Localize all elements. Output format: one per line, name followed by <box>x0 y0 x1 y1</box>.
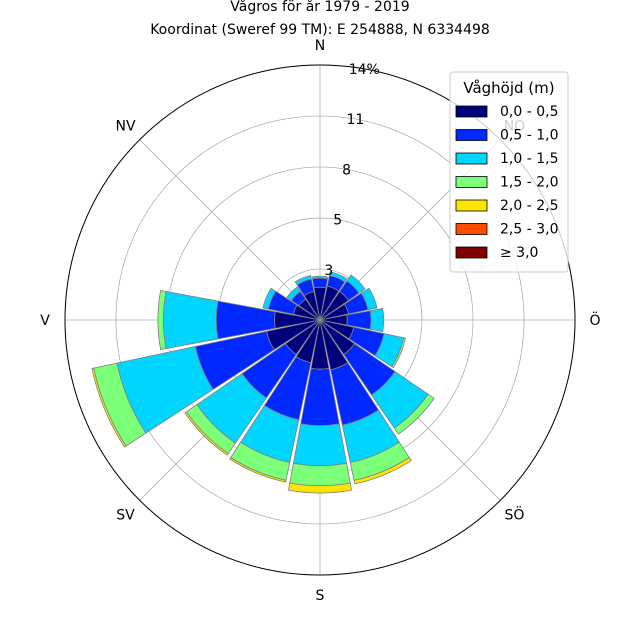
bar-sector-7-bin-4 <box>353 456 412 485</box>
legend-swatch-3 <box>455 176 488 188</box>
bar-sector-8-bin-4 <box>288 482 352 494</box>
bar-sector-10-bin-4 <box>184 411 229 456</box>
bar-sector-3-bin-2 <box>360 287 378 311</box>
legend-swatch-4 <box>455 199 488 212</box>
legend-label-4: 2,0 - 2,5 <box>500 198 558 214</box>
bar-sector-8-bin-3 <box>289 462 351 487</box>
legend-swatch-0 <box>455 105 488 118</box>
legend: Våghöjd (m) 0,0 - 0,5 0,5 - 1,0 1,0 - 1,5 1… <box>449 71 569 273</box>
bar-sector-4-bin-2 <box>369 307 385 333</box>
legend-swatch-6 <box>455 246 488 259</box>
bar-sector-2-bin-2 <box>346 274 366 294</box>
bar-sector-1-bin-2 <box>328 271 348 283</box>
bar-sector-9-bin-4 <box>229 456 287 483</box>
bar-sector-5-bin-3 <box>391 337 406 369</box>
direction-label-7: NV <box>116 119 136 135</box>
bar-sector-13-bin-2 <box>262 287 277 310</box>
bar-sector-14-bin-2 <box>286 286 301 301</box>
chart-title: Vågros för år 1979 - 2019 <box>230 0 409 15</box>
bar-sector-15-bin-2 <box>294 274 312 286</box>
grid-spoke-7 <box>139 139 321 321</box>
bar-sector-11-bin-4 <box>91 367 127 448</box>
rose-bars <box>91 271 435 494</box>
polar-frame <box>64 64 576 576</box>
legend-label-6: ≥ 3,0 <box>500 245 538 261</box>
ring-labels: 3 5 8 11 14% <box>324 62 379 279</box>
bar-sector-12-bin-3 <box>157 289 167 351</box>
legend-swatch-2 <box>455 152 488 165</box>
legend-label-3: 1,5 - 2,0 <box>500 175 558 191</box>
ring-label-0: 3 <box>324 263 333 279</box>
direction-label-0: N <box>315 38 325 54</box>
bar-sector-0-bin-2 <box>311 275 329 280</box>
ring-label-3: 11 <box>347 112 365 128</box>
legend-items: 0,0 - 0,5 0,5 - 1,0 1,0 - 1,5 1,5 - 2,0 2,0 … <box>455 104 558 261</box>
ring-label-1: 5 <box>333 213 342 229</box>
ring-label-2: 8 <box>342 162 351 178</box>
direction-label-3: SÖ <box>505 505 525 523</box>
direction-label-6: V <box>40 313 50 329</box>
bar-sector-0-bin-1 <box>311 277 329 289</box>
ring-label-4: 14% <box>349 62 380 78</box>
chart-subtitle: Koordinat (Sweref 99 TM): E 254888, N 63… <box>150 22 490 38</box>
legend-swatch-1 <box>455 129 488 141</box>
legend-label-1: 0,5 - 1,0 <box>500 128 558 144</box>
bar-sector-12-bin-2 <box>162 290 219 350</box>
legend-label-2: 1,0 - 1,5 <box>500 151 558 167</box>
bar-sector-6-bin-3 <box>393 393 435 435</box>
legend-label-5: 2,5 - 3,0 <box>500 222 558 238</box>
legend-frame <box>449 71 569 273</box>
legend-swatch-5 <box>455 223 488 235</box>
direction-label-4: S <box>316 588 325 604</box>
legend-label-0: 0,0 - 0,5 <box>500 104 558 120</box>
direction-label-5: SV <box>116 507 135 523</box>
direction-label-2: Ö <box>589 311 600 329</box>
legend-title: Våghöjd (m) <box>463 79 554 97</box>
bar-sector-8-bin-2 <box>292 423 348 467</box>
